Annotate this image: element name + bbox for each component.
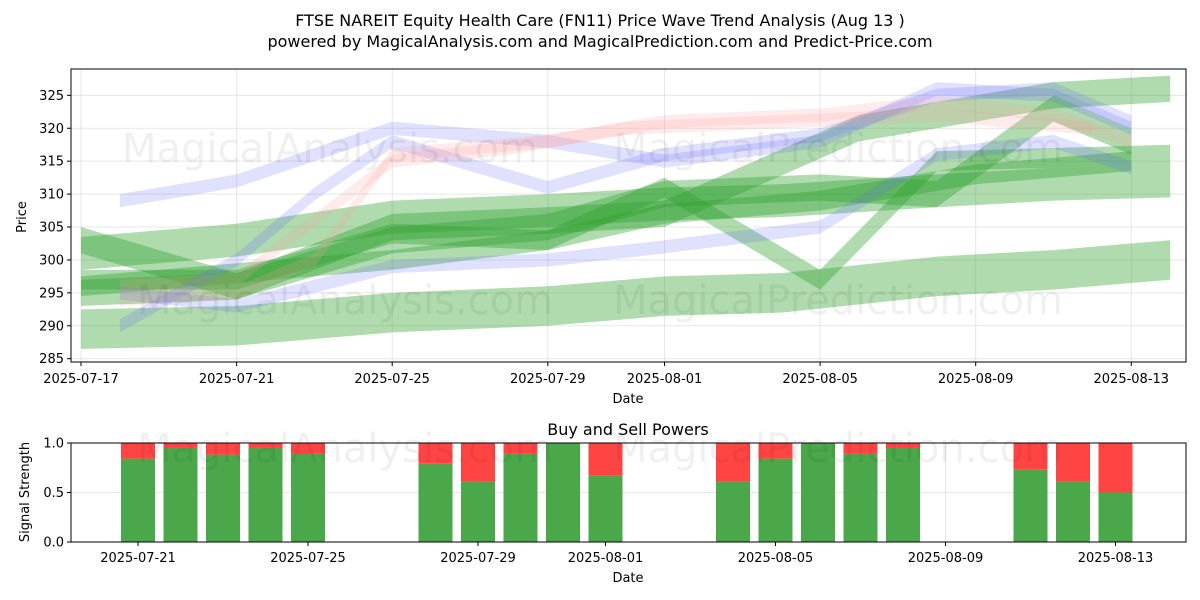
sell-power-bar — [418, 443, 453, 464]
price-wave-band-10 — [119, 108, 1093, 293]
price-x-tick-label: 2025-08-09 — [938, 372, 1014, 387]
buy-power-bar — [843, 453, 878, 542]
sell-power-bar — [503, 443, 538, 454]
buy-power-bar — [1056, 481, 1090, 542]
signal-x-label: Date — [612, 571, 643, 586]
price-wave-band-3 — [81, 95, 1132, 300]
watermark-mid-left: MagicalAnalysis.com — [137, 278, 553, 324]
price-y-tick-label: 310 — [39, 188, 64, 203]
signal-x-tick-label: 2025-08-01 — [568, 551, 644, 566]
price-wave-band-5 — [81, 151, 1132, 297]
signal-x-tick-label: 2025-08-13 — [1078, 551, 1154, 566]
watermark-top-left: MagicalAnalysis.com — [122, 126, 538, 172]
signal-y-label: Signal Strength — [18, 442, 33, 542]
price-wave-bands — [81, 75, 1171, 349]
buy-power-bar — [163, 447, 198, 542]
price-y-label: Price — [15, 201, 30, 233]
price-y-tick-label: 295 — [39, 286, 64, 301]
signal-bars — [121, 443, 1133, 542]
sell-power-bar — [886, 443, 920, 448]
sell-power-bar — [1056, 443, 1090, 482]
price-grid — [71, 69, 1186, 362]
price-wave-band-2 — [81, 144, 1171, 290]
price-x-tick-label: 2025-07-21 — [199, 372, 275, 387]
sell-power-bar — [206, 443, 240, 455]
buy-power-bar — [206, 454, 240, 542]
chart-subtitle: powered by MagicalAnalysis.com and Magic… — [267, 32, 932, 51]
price-x-tick-label: 2025-07-29 — [510, 372, 586, 387]
buy-power-bar — [503, 453, 538, 542]
signal-chart-title: Buy and Sell Powers — [547, 420, 709, 439]
signal-axes: 2025-07-21 2025-07-25 2025-07-29 2025-08-01… — [43, 437, 1153, 567]
signal-x-tick-label: 2025-08-09 — [908, 551, 984, 566]
buy-power-bar — [418, 463, 453, 542]
sell-power-bar — [716, 443, 750, 482]
price-x-tick-label: 2025-07-17 — [43, 372, 119, 387]
buy-power-bar — [1013, 469, 1048, 542]
price-y-tick-label: 325 — [39, 89, 64, 104]
buy-power-bar — [546, 443, 580, 542]
price-y-tick-label: 320 — [39, 122, 64, 137]
sell-power-bar — [291, 443, 325, 454]
signal-x-tick-label: 2025-07-25 — [270, 551, 346, 566]
buy-power-bar — [758, 458, 793, 542]
watermark-bottom-left: MagicalAnalysis.com — [137, 426, 553, 472]
watermark-top-right: MagicalPrediction.com — [613, 126, 1063, 172]
price-wave-band-1 — [81, 164, 1171, 270]
sell-power-bar — [758, 443, 793, 459]
price-x-tick-label: 2025-08-05 — [782, 372, 858, 387]
sell-power-bar — [461, 443, 495, 482]
buy-power-bar — [121, 458, 155, 542]
price-x-tick-label: 2025-08-13 — [1094, 372, 1170, 387]
buy-power-bar — [1098, 492, 1133, 542]
price-x-tick-label: 2025-08-01 — [627, 372, 703, 387]
price-axes: 2025-07-17 2025-07-21 2025-07-25 2025-07-29… — [39, 89, 1169, 387]
price-y-tick-label: 315 — [39, 155, 64, 170]
buy-power-bar — [588, 475, 623, 542]
sell-power-bar — [843, 443, 878, 454]
signal-y-tick-label: 0.0 — [43, 536, 64, 551]
buy-power-bar — [291, 453, 325, 542]
signal-x-tick-label: 2025-07-29 — [440, 551, 516, 566]
buy-power-bar — [801, 443, 835, 542]
price-y-tick-label: 285 — [39, 352, 64, 367]
price-x-tick-label: 2025-07-25 — [354, 372, 430, 387]
price-wave-band-6 — [119, 82, 1132, 208]
sell-power-bar — [248, 443, 283, 448]
price-wave-band-0 — [81, 240, 1171, 349]
price-y-tick-label: 290 — [39, 319, 64, 334]
sell-power-bar — [121, 443, 155, 459]
price-plot-frame — [70, 68, 1187, 363]
signal-x-tick-label: 2025-08-05 — [738, 551, 814, 566]
watermark-mid-right: MagicalPrediction.com — [613, 278, 1063, 324]
price-y-tick-label: 300 — [39, 253, 64, 268]
price-wave-band-9 — [119, 95, 1132, 307]
chart-title: FTSE NAREIT Equity Health Care (FN11) Pr… — [295, 11, 905, 30]
sell-power-bar — [1013, 443, 1048, 470]
buy-power-bar — [716, 481, 750, 542]
buy-power-bar — [886, 447, 920, 542]
signal-y-tick-label: 0.5 — [43, 486, 64, 501]
sell-power-bar — [588, 443, 623, 476]
watermark-bottom-right: MagicalPrediction.com — [613, 426, 1063, 472]
price-y-tick-label: 305 — [39, 221, 64, 236]
price-wave-band-8 — [119, 134, 1132, 313]
price-wave-band-4 — [81, 75, 1171, 307]
signal-x-tick-label: 2025-07-21 — [100, 551, 176, 566]
buy-power-bar — [248, 447, 283, 542]
price-x-label: Date — [612, 392, 643, 407]
sell-power-bar — [1098, 443, 1133, 493]
sell-power-bar — [163, 443, 198, 448]
buy-power-bar — [461, 481, 495, 542]
signal-y-tick-label: 1.0 — [43, 437, 64, 452]
